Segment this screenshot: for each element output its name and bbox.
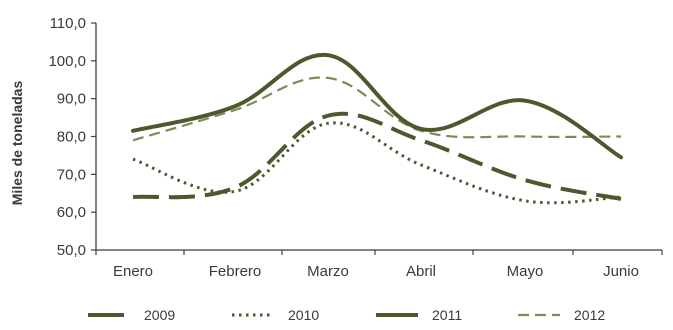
series-line-2012 <box>132 76 622 142</box>
y-tick-label: 70,0 <box>57 166 86 183</box>
series-line-2010 <box>132 121 622 205</box>
x-tick-label: Junio <box>603 263 639 280</box>
legend-label-2011: 2011 <box>432 307 462 323</box>
y-tick-label: 100,0 <box>48 53 86 70</box>
x-axis-ticks: Enero Febrero Marzo Abril Mayo Junio <box>95 250 663 280</box>
legend-label-2012: 2012 <box>574 307 605 323</box>
y-axis-ticks: 50,0 60,0 70,0 80,0 90,0 100,0 110,0 <box>48 15 96 259</box>
y-tick-label: 60,0 <box>57 204 86 221</box>
chart-axes <box>95 23 662 251</box>
x-tick-label: Marzo <box>307 263 349 280</box>
y-axis-title: Miles de toneladas <box>9 81 25 206</box>
y-tick-label: 50,0 <box>57 242 86 259</box>
x-tick-label: Mayo <box>507 263 544 280</box>
series-line-2011 <box>131 53 623 160</box>
y-tick-label: 110,0 <box>50 15 86 32</box>
y-tick-label: 90,0 <box>57 91 86 108</box>
series-line-2009 <box>132 111 622 201</box>
legend-label-2010: 2010 <box>288 307 319 323</box>
x-tick-label: Febrero <box>209 263 262 280</box>
x-tick-label: Enero <box>113 263 153 280</box>
legend-label-2009: 2009 <box>144 307 175 323</box>
x-tick-label: Abril <box>406 263 436 280</box>
y-tick-label: 80,0 <box>57 129 86 146</box>
legend: 2009 2010 2011 2012 <box>88 307 605 323</box>
series-lines <box>131 53 623 205</box>
